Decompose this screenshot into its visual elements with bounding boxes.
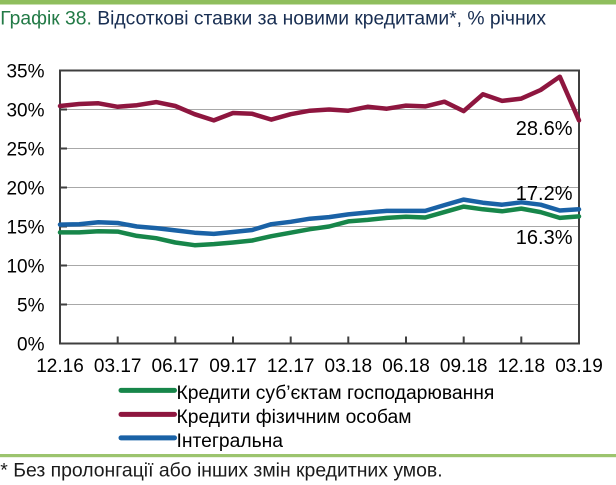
svg-text:Графік 38. Відсоткові ставки з: Графік 38. Відсоткові ставки за новими к… <box>0 9 546 30</box>
svg-text:Інтегральна: Інтегральна <box>177 431 284 452</box>
svg-text:06.18: 06.18 <box>382 356 430 377</box>
svg-text:20%: 20% <box>6 178 44 199</box>
svg-text:09.17: 09.17 <box>209 356 257 377</box>
svg-text:* Без пролонгації або інших зм: * Без пролонгації або інших змін кредитн… <box>0 460 442 482</box>
svg-text:03.19: 03.19 <box>555 356 603 377</box>
svg-text:15%: 15% <box>6 217 44 238</box>
svg-text:12.16: 12.16 <box>36 356 84 377</box>
svg-text:12.17: 12.17 <box>267 356 315 377</box>
svg-text:0%: 0% <box>17 334 45 355</box>
svg-text:Кредити фізичним особам: Кредити фізичним особам <box>177 407 412 428</box>
svg-text:17.2%: 17.2% <box>516 183 573 205</box>
svg-text:Кредити суб’єктам господарюван: Кредити суб’єктам господарювання <box>177 383 495 404</box>
svg-text:10%: 10% <box>6 256 44 277</box>
svg-text:06.17: 06.17 <box>152 356 200 377</box>
svg-text:03.18: 03.18 <box>325 356 373 377</box>
svg-text:30%: 30% <box>6 100 44 121</box>
svg-text:35%: 35% <box>6 61 44 82</box>
svg-text:03.17: 03.17 <box>94 356 142 377</box>
svg-text:12.18: 12.18 <box>498 356 546 377</box>
svg-text:5%: 5% <box>17 295 45 316</box>
svg-text:09.18: 09.18 <box>440 356 488 377</box>
svg-text:28.6%: 28.6% <box>516 118 573 140</box>
svg-text:16.3%: 16.3% <box>516 227 573 249</box>
svg-text:25%: 25% <box>6 139 44 160</box>
